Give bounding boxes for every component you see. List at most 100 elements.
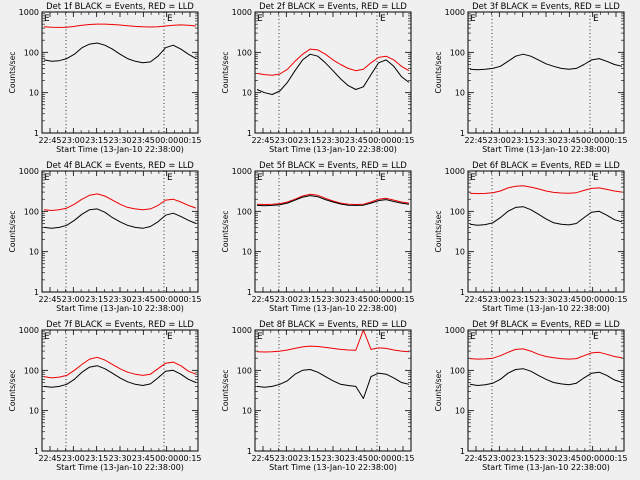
y-tick-label: 1000 [19,326,39,335]
chart-panel: Det 1f BLACK = Events, RED = LLD E E 1 10 100… [8,1,202,154]
x-tick-label: 23:15 [511,454,534,463]
x-axis-label: Start Time (13-Jan-10 22:38:00) [482,304,610,313]
x-tick-label: 22:45 [251,454,274,463]
chart-title: Det 1f BLACK = Events, RED = LLD [46,1,194,11]
y-tick-label: 100 [24,366,39,375]
x-tick-label: 23:00 [62,454,85,463]
plot-frame [467,170,625,293]
events-series-line [469,368,623,386]
y-tick-label: 10 [455,89,465,98]
chart-title: Det 6f BLACK = Events, RED = LLD [472,160,620,170]
e-marker-label: E [167,173,173,183]
e-marker-label: E [44,14,50,24]
y-tick-label: 1000 [445,326,465,335]
x-tick-label: 23:30 [534,295,557,304]
x-tick-label: 23:15 [298,295,321,304]
y-tick-label: 1000 [19,167,39,176]
plot-frame [254,11,412,134]
x-tick-label: 23:30 [534,454,557,463]
y-tick-label: 10 [29,248,39,257]
y-tick-label: 100 [450,48,465,57]
plot-frame [254,329,412,452]
lld-series-line [256,329,410,353]
chart-panel: Det 2f BLACK = Events, RED = LLD E E 1 10 100… [221,1,415,154]
x-tick-label: 23:00 [275,295,298,304]
x-tick-label: 00:00 [155,136,178,145]
e-marker-label: E [257,173,263,183]
x-tick-label: 23:00 [488,295,511,304]
y-tick-label: 10 [455,248,465,257]
y-tick-label: 10 [29,407,39,416]
x-tick-label: 23:30 [108,295,131,304]
y-axis-label: Counts/sec [221,52,230,94]
events-series-line [469,206,623,226]
y-tick-label: 1 [34,288,39,297]
x-tick-label: 23:45 [132,136,155,145]
e-marker-label: E [167,14,173,24]
chart-title: Det 8f BLACK = Events, RED = LLD [259,319,407,329]
y-tick-label: 10 [455,407,465,416]
chart-title: Det 2f BLACK = Events, RED = LLD [259,1,407,11]
lld-series-line [469,348,623,360]
chart-title: Det 3f BLACK = Events, RED = LLD [472,1,620,11]
x-tick-label: 23:15 [85,136,108,145]
x-tick-label: 00:15 [391,136,414,145]
e-marker-label: E [380,14,386,24]
x-tick-label: 23:15 [511,295,534,304]
x-tick-label: 23:00 [275,454,298,463]
e-marker-label: E [470,14,476,24]
x-tick-label: 22:45 [251,295,274,304]
x-tick-label: 00:15 [178,136,201,145]
x-tick-label: 22:45 [464,136,487,145]
x-tick-label: 23:00 [275,136,298,145]
lld-series-line [43,23,197,28]
lld-series-line [43,193,197,211]
x-tick-label: 23:30 [534,136,557,145]
lld-series-line [43,356,197,379]
x-tick-label: 00:00 [581,295,604,304]
x-tick-label: 23:15 [298,136,321,145]
y-tick-label: 100 [237,366,252,375]
plot-frame [41,329,199,452]
x-tick-label: 22:45 [251,136,274,145]
e-marker-label: E [593,173,599,183]
x-tick-label: 23:15 [85,454,108,463]
y-tick-label: 1 [460,288,465,297]
events-series-line [256,195,410,207]
y-axis-label: Counts/sec [8,211,17,253]
e-marker-label: E [257,332,263,342]
x-tick-label: 23:45 [558,454,581,463]
x-tick-label: 23:15 [511,136,534,145]
y-axis-label: Counts/sec [221,211,230,253]
lld-series-line [256,48,410,76]
e-marker-label: E [470,173,476,183]
chart-panel: Det 9f BLACK = Events, RED = LLD E E 1 10 100… [434,319,628,472]
plot-frame [467,11,625,134]
lld-series-line [256,193,410,205]
x-tick-label: 23:30 [321,454,344,463]
y-tick-label: 100 [237,48,252,57]
y-tick-label: 10 [29,89,39,98]
x-tick-label: 22:45 [464,295,487,304]
y-tick-label: 100 [450,207,465,216]
chart-panel: Det 5f BLACK = Events, RED = LLD E E 1 10 100… [221,160,415,313]
y-tick-label: 10 [242,407,252,416]
x-tick-label: 23:45 [558,136,581,145]
x-tick-label: 23:45 [558,295,581,304]
x-axis-label: Start Time (13-Jan-10 22:38:00) [56,463,184,472]
e-marker-label: E [167,332,173,342]
x-tick-label: 23:00 [488,454,511,463]
x-tick-label: 23:15 [85,295,108,304]
x-tick-label: 00:15 [604,454,627,463]
y-axis-label: Counts/sec [434,211,443,253]
y-tick-label: 1000 [232,326,252,335]
plot-frame [41,11,199,134]
lld-series-line [469,185,623,195]
x-axis-label: Start Time (13-Jan-10 22:38:00) [56,304,184,313]
y-axis-label: Counts/sec [434,370,443,412]
x-axis-label: Start Time (13-Jan-10 22:38:00) [269,304,397,313]
x-tick-label: 23:45 [345,454,368,463]
x-tick-label: 00:15 [178,295,201,304]
events-series-line [43,208,197,229]
